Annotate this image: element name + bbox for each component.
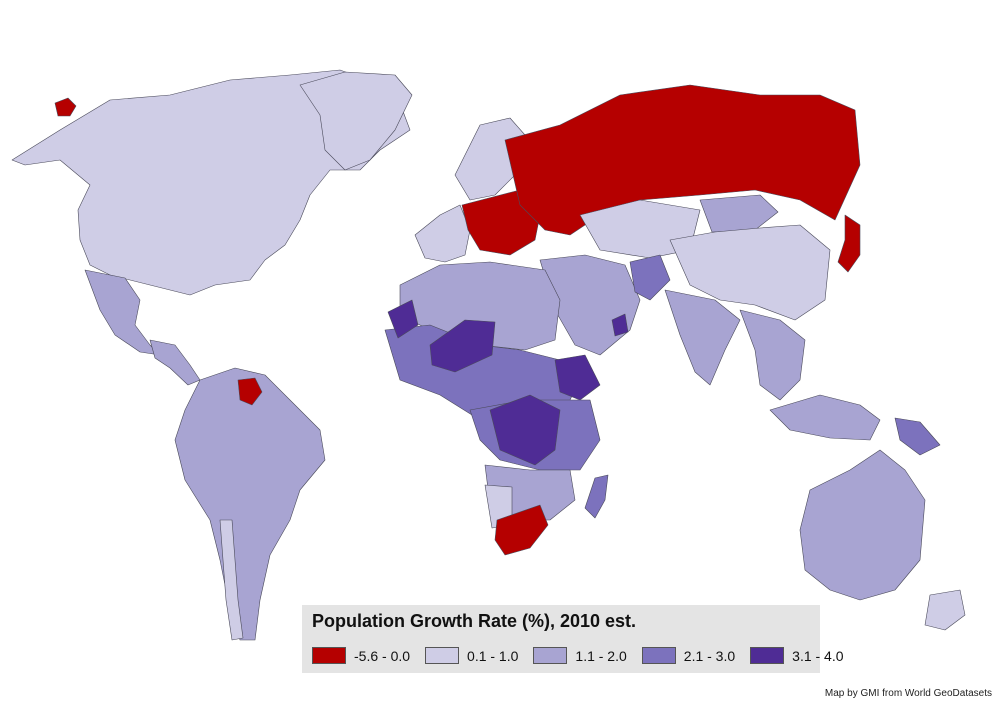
legend-item: 1.1 - 2.0 [533,647,627,664]
region-uae [611,313,629,337]
region-afghanistan [629,254,671,301]
region-north-america [11,69,411,296]
legend-swatch [641,647,676,664]
region-greenland-northeast-tip [54,97,77,117]
region-australia [799,449,926,601]
legend-label: -5.6 - 0.0 [354,647,411,664]
legend-item: 0.1 - 1.0 [425,647,518,664]
region-new-zealand [924,589,966,631]
region-south-africa [494,504,549,556]
region-western-sahara [387,299,419,339]
region-central-america [149,339,201,386]
region-argentina-chile-south [219,519,244,641]
legend-title: Population Growth Rate (%), 2010 est. [312,611,637,631]
region-ethiopia [554,354,601,401]
region-mongolia [699,194,779,233]
legend-item: -5.6 - 0.0 [312,647,410,664]
region-guyana [237,377,263,406]
legend-label: 1.1 - 2.0 [575,647,627,664]
region-southeast-asia [739,309,806,401]
legend-label: 3.1 - 4.0 [792,647,844,664]
region-niger-mali [429,319,496,373]
region-papua-new-guinea [894,417,941,456]
region-madagascar [584,474,609,519]
legend-swatch [312,647,346,664]
legend-item: 3.1 - 4.0 [750,647,844,664]
legend-swatch [533,647,568,664]
map-credit: Map by GMI from World GeoDatasets [824,688,992,699]
legend-item: 2.1 - 3.0 [641,647,736,664]
region-russia [504,84,861,236]
region-dr-congo [489,394,561,466]
region-south-america [174,367,326,641]
region-north-africa [399,261,561,351]
legend-label: 0.1 - 1.0 [467,647,519,664]
region-china [669,224,831,321]
legend-swatch [425,647,460,664]
legend-items: -5.6 - 0.0 0.1 - 1.0 1.1 - 2.0 2.1 - 3.0… [312,647,859,664]
region-india [664,289,741,386]
region-greenland [299,71,413,171]
region-japan [837,214,861,273]
legend: Population Growth Rate (%), 2010 est. -5… [302,605,844,673]
legend-label: 2.1 - 3.0 [683,647,736,664]
region-western-europe [414,204,471,263]
region-indonesia [769,394,881,441]
legend-swatch [750,647,785,664]
